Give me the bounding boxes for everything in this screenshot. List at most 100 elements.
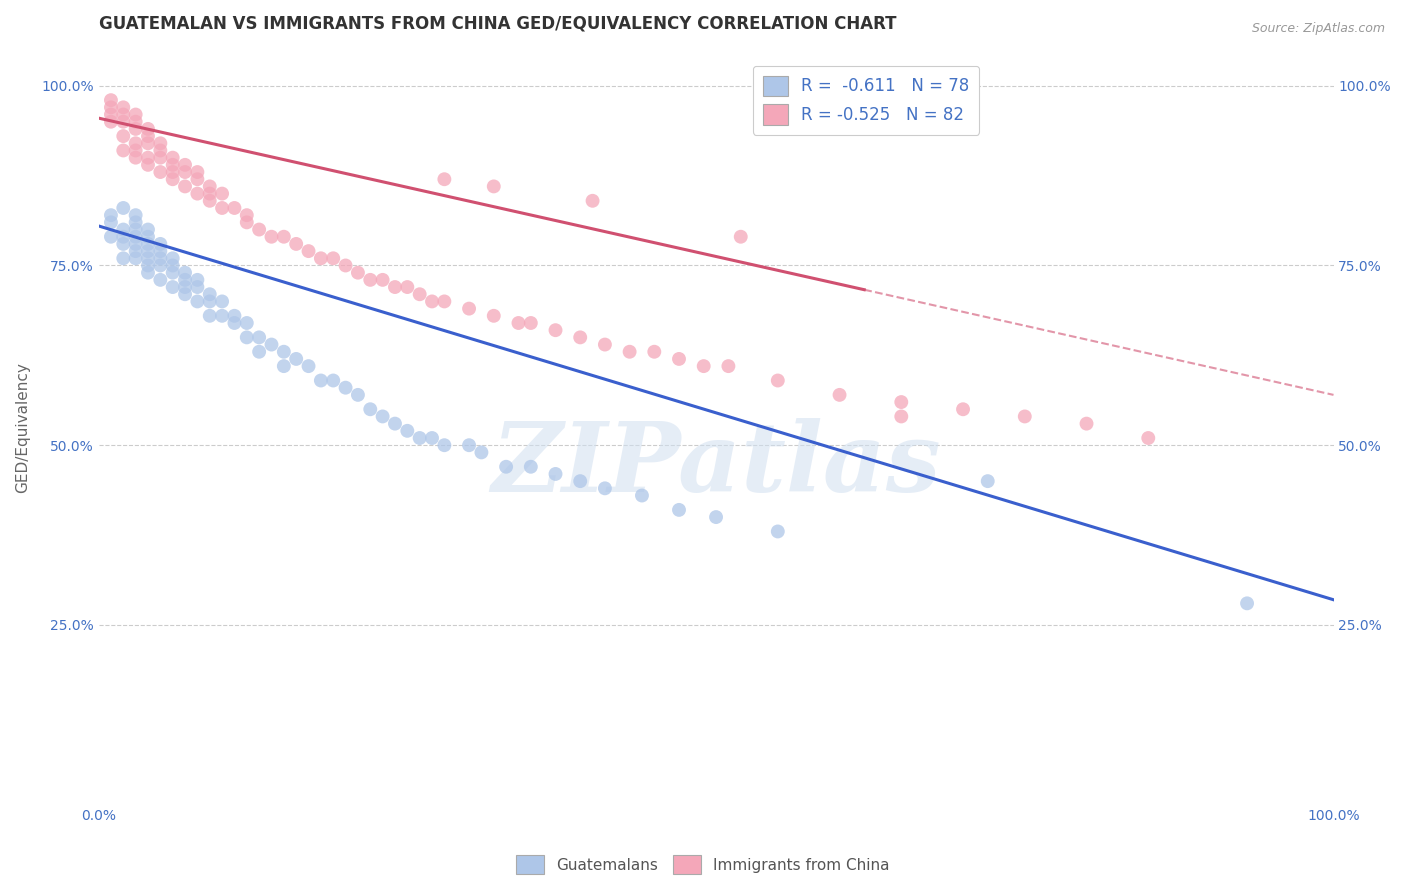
Point bbox=[100, 100, 122, 114]
Point bbox=[482, 309, 505, 323]
Point bbox=[124, 122, 146, 136]
Point bbox=[124, 107, 146, 121]
Point bbox=[162, 158, 184, 172]
Point bbox=[544, 323, 567, 337]
Point bbox=[619, 344, 641, 359]
Point bbox=[136, 122, 159, 136]
Point bbox=[112, 236, 135, 251]
Point bbox=[668, 351, 690, 366]
Point bbox=[347, 388, 370, 402]
Point bbox=[285, 236, 308, 251]
Point bbox=[569, 474, 592, 488]
Point bbox=[211, 309, 233, 323]
Point bbox=[247, 222, 270, 236]
Point bbox=[309, 374, 332, 388]
Point bbox=[408, 431, 430, 445]
Point bbox=[236, 330, 259, 344]
Point bbox=[717, 359, 740, 373]
Point bbox=[174, 158, 197, 172]
Point bbox=[260, 337, 283, 351]
Point bbox=[136, 236, 159, 251]
Text: GUATEMALAN VS IMMIGRANTS FROM CHINA GED/EQUIVALENCY CORRELATION CHART: GUATEMALAN VS IMMIGRANTS FROM CHINA GED/… bbox=[98, 15, 896, 33]
Point bbox=[433, 438, 456, 452]
Text: ZIPatlas: ZIPatlas bbox=[491, 418, 941, 512]
Point bbox=[149, 252, 172, 266]
Point bbox=[335, 381, 357, 395]
Point bbox=[359, 273, 381, 287]
Point bbox=[136, 244, 159, 259]
Point bbox=[1076, 417, 1098, 431]
Point bbox=[136, 222, 159, 236]
Point bbox=[162, 172, 184, 186]
Point bbox=[297, 359, 319, 373]
Point bbox=[112, 222, 135, 236]
Point bbox=[112, 100, 135, 114]
Point bbox=[297, 244, 319, 259]
Point bbox=[136, 158, 159, 172]
Point bbox=[482, 179, 505, 194]
Point bbox=[495, 459, 517, 474]
Point bbox=[458, 301, 481, 316]
Point bbox=[766, 524, 789, 539]
Point bbox=[224, 316, 246, 330]
Point bbox=[112, 201, 135, 215]
Point bbox=[247, 330, 270, 344]
Point bbox=[149, 244, 172, 259]
Point bbox=[359, 402, 381, 417]
Point bbox=[224, 201, 246, 215]
Point bbox=[952, 402, 974, 417]
Point bbox=[162, 252, 184, 266]
Point bbox=[112, 144, 135, 158]
Point bbox=[211, 201, 233, 215]
Point bbox=[136, 136, 159, 151]
Point bbox=[273, 344, 295, 359]
Point bbox=[162, 259, 184, 273]
Point bbox=[260, 229, 283, 244]
Point bbox=[236, 316, 259, 330]
Point bbox=[174, 280, 197, 294]
Point bbox=[186, 172, 208, 186]
Point bbox=[569, 330, 592, 344]
Point bbox=[174, 179, 197, 194]
Point bbox=[211, 294, 233, 309]
Point bbox=[136, 151, 159, 165]
Point bbox=[273, 229, 295, 244]
Point bbox=[520, 316, 543, 330]
Point bbox=[162, 151, 184, 165]
Point bbox=[285, 351, 308, 366]
Point bbox=[124, 208, 146, 222]
Point bbox=[100, 229, 122, 244]
Point bbox=[508, 316, 530, 330]
Point bbox=[211, 186, 233, 201]
Point bbox=[112, 107, 135, 121]
Point bbox=[198, 179, 221, 194]
Point bbox=[433, 172, 456, 186]
Point bbox=[593, 337, 616, 351]
Point bbox=[1014, 409, 1036, 424]
Point bbox=[693, 359, 716, 373]
Point bbox=[643, 344, 665, 359]
Point bbox=[247, 344, 270, 359]
Point bbox=[174, 273, 197, 287]
Point bbox=[124, 215, 146, 229]
Point bbox=[149, 144, 172, 158]
Point bbox=[408, 287, 430, 301]
Point bbox=[186, 165, 208, 179]
Point bbox=[136, 229, 159, 244]
Point bbox=[371, 409, 394, 424]
Point bbox=[149, 236, 172, 251]
Point bbox=[186, 186, 208, 201]
Point bbox=[186, 273, 208, 287]
Point bbox=[174, 266, 197, 280]
Point bbox=[730, 229, 752, 244]
Point bbox=[100, 208, 122, 222]
Point bbox=[112, 114, 135, 128]
Point bbox=[544, 467, 567, 481]
Point bbox=[112, 252, 135, 266]
Point bbox=[100, 93, 122, 107]
Point bbox=[322, 374, 344, 388]
Point bbox=[149, 273, 172, 287]
Text: Source: ZipAtlas.com: Source: ZipAtlas.com bbox=[1251, 22, 1385, 36]
Legend: Guatemalans, Immigrants from China: Guatemalans, Immigrants from China bbox=[510, 849, 896, 880]
Point bbox=[112, 129, 135, 144]
